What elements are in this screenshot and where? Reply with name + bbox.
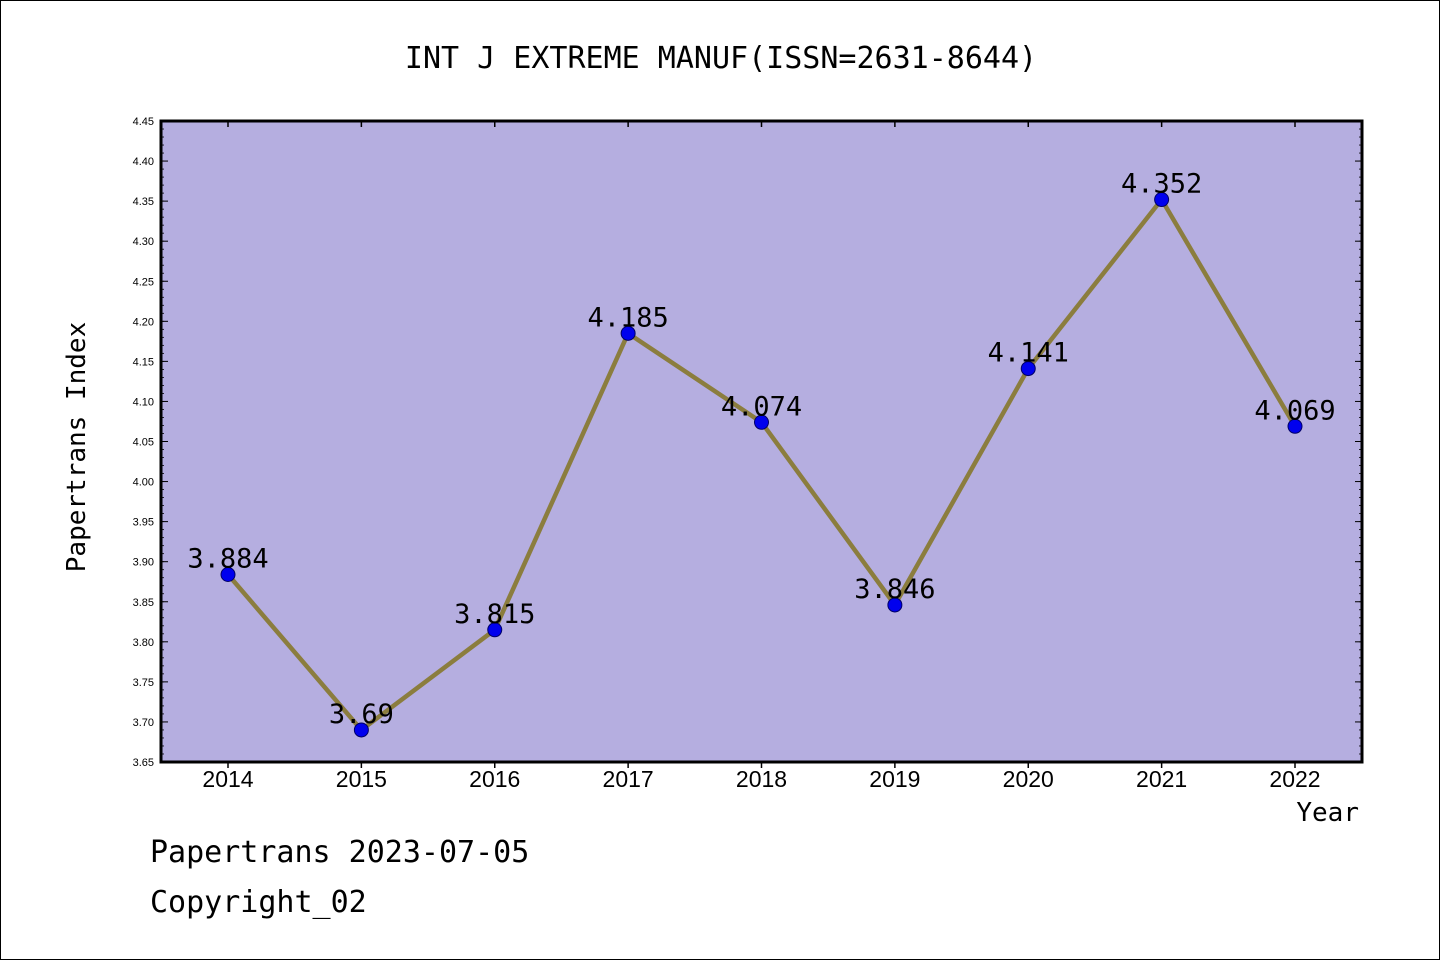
y-tick-label: 3.75: [133, 677, 154, 689]
data-label: 3.846: [854, 574, 935, 605]
x-tick-label: 2015: [336, 766, 387, 792]
x-tick-label: 2019: [869, 766, 920, 792]
data-point: [887, 597, 903, 613]
y-axis-label: Papertrans Index: [62, 322, 92, 572]
y-tick-label: 3.90: [133, 557, 154, 569]
x-tick-label: 2016: [469, 766, 520, 792]
data-label: 3.69: [329, 699, 394, 730]
y-tick-label: 4.45: [133, 116, 154, 128]
data-label: 3.815: [454, 599, 535, 630]
y-axis-ticks: 3.65 3.70 3.75 3.80 3.85 3.90 3.95 4.00 4.05 4.10…: [133, 116, 1362, 769]
footer-source: Papertrans 2023-07-05: [150, 835, 530, 870]
y-tick-label: 3.80: [133, 637, 154, 649]
series-group: [220, 192, 1303, 738]
data-point: [1020, 361, 1036, 377]
data-label: 4.141: [988, 338, 1069, 369]
y-tick-label: 4.00: [133, 477, 154, 489]
y-tick-label: 4.40: [133, 156, 154, 168]
y-tick-label: 4.35: [133, 196, 154, 208]
x-tick-label: 2014: [202, 766, 253, 792]
data-label: 4.069: [1254, 395, 1335, 426]
x-tick-label: 2017: [603, 766, 654, 792]
data-point: [620, 325, 636, 341]
y-tick-label: 4.25: [133, 276, 154, 288]
x-axis-ticks: 2014 2015 2016 2017 2018 2019 2020 2021 2022: [202, 121, 1321, 792]
y-tick-label: 3.95: [133, 517, 154, 529]
data-label: 4.074: [721, 391, 802, 422]
y-tick-label: 4.10: [133, 396, 154, 408]
data-point: [754, 414, 769, 430]
footer-copyright: Copyright_02: [150, 885, 367, 920]
x-tick-label: 2021: [1136, 766, 1187, 792]
y-tick-label: 4.30: [133, 236, 154, 248]
y-tick-label: 4.15: [133, 356, 154, 368]
data-point: [353, 722, 369, 738]
y-tick-label: 3.70: [133, 717, 154, 729]
data-label: 3.884: [187, 544, 268, 575]
x-tick-label: 2020: [1003, 766, 1054, 792]
data-label: 4.352: [1121, 169, 1202, 200]
y-tick-label: 3.65: [133, 757, 154, 769]
data-point: [1154, 192, 1170, 208]
data-point: [487, 622, 503, 638]
plot-area: [159, 119, 1364, 764]
data-point: [220, 567, 236, 583]
y-tick-label: 4.20: [133, 316, 154, 328]
data-point: [1287, 418, 1303, 434]
chart-title: INT J EXTREME MANUF(ISSN=2631-8644): [405, 41, 1037, 76]
x-tick-label: 2022: [1269, 766, 1320, 792]
y-tick-label: 3.85: [133, 597, 154, 609]
x-axis-label: Year: [1296, 798, 1359, 828]
y-tick-label: 4.05: [133, 437, 154, 449]
x-tick-label: 2018: [736, 766, 787, 792]
data-label: 4.185: [587, 302, 668, 333]
data-labels: 3.884 3.69 3.815 4.185 4.074 3.846 4.141 4.352 4…: [187, 169, 1335, 730]
